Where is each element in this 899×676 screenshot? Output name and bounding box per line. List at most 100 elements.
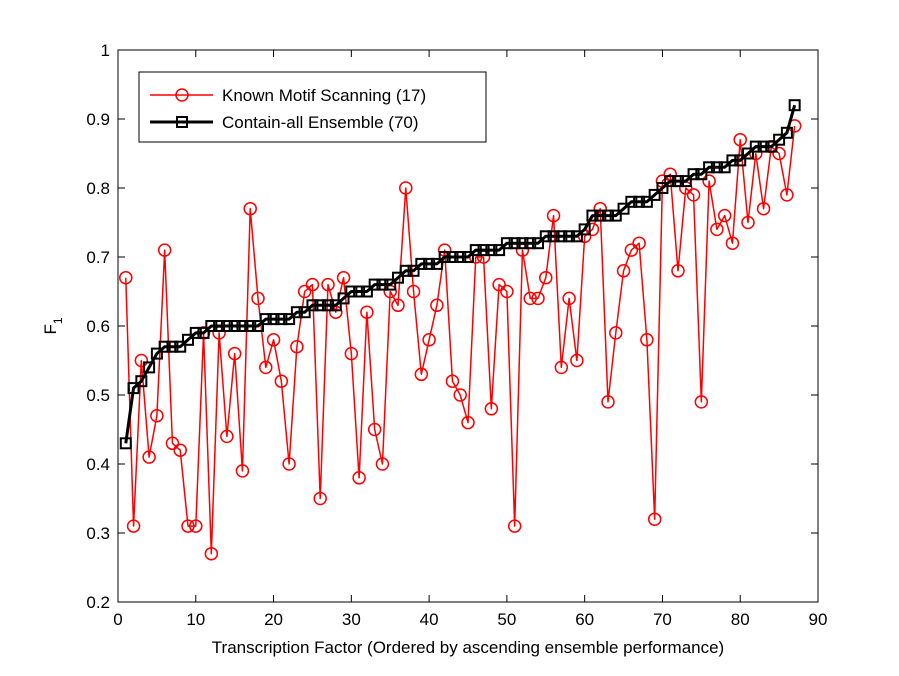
ensemble-point-75 — [695, 168, 708, 181]
ensemble-point-39 — [415, 257, 428, 270]
known-motif-point-77 — [710, 222, 724, 237]
ensemble-point-77 — [710, 161, 723, 174]
known-motif-point-58 — [562, 291, 576, 306]
legend-box — [138, 71, 487, 143]
ensemble-point-78 — [718, 161, 731, 174]
ensemble-point-56 — [547, 230, 560, 243]
y-tick-label-0.2: 0.2 — [86, 593, 110, 612]
ensemble-point-63 — [602, 209, 614, 222]
ensemble-point-2 — [127, 382, 140, 395]
known-motif-point-54 — [531, 291, 545, 306]
known-motif-point-15 — [227, 346, 242, 361]
ensemble-point-5 — [150, 347, 163, 360]
known-motif-point-16 — [235, 464, 250, 478]
ensemble-point-62 — [594, 209, 607, 222]
known-motif-point-14 — [220, 429, 234, 444]
y-tick-label-0.6: 0.6 — [86, 317, 110, 336]
known-motif-point-21 — [274, 374, 289, 388]
known-motif-point-1 — [119, 270, 133, 285]
tick-layer: 0 10 20 30 40 50 60 70 80 90 0.2 0.3 0.4 0.5 0.6 0.7 0.8… — [86, 41, 827, 629]
x-tick-label-40: 40 — [420, 610, 439, 629]
ensemble-point-40 — [423, 257, 436, 270]
y-tick-label-0.4: 0.4 — [86, 455, 110, 474]
y-tick-label-0.9: 0.9 — [86, 110, 110, 129]
ensemble-point-68 — [640, 195, 653, 208]
ensemble-point-42 — [438, 251, 451, 263]
legend: Known Motif Scanning (17) Contain-all En… — [138, 71, 487, 143]
known-motif-point-39 — [414, 367, 429, 382]
ensemble-point-65 — [617, 202, 630, 215]
known-motif-point-40 — [422, 333, 436, 347]
known-motif-point-86 — [780, 188, 794, 202]
known-motif-point-32 — [360, 305, 374, 319]
known-motif-point-80 — [733, 132, 747, 147]
ensemble-point-46 — [469, 244, 482, 257]
known-motif-point-75 — [694, 395, 709, 409]
ensemble-point-74 — [687, 168, 700, 181]
ensemble-point-36 — [392, 271, 404, 284]
known-motif-point-36 — [391, 298, 405, 313]
known-motif-point-20 — [266, 333, 281, 347]
ensemble-point-31 — [353, 285, 366, 298]
ensemble-point-9 — [182, 333, 194, 346]
known-motif-point-2 — [126, 519, 141, 533]
ensemble-point-20 — [267, 313, 280, 326]
ensemble-point-85 — [773, 133, 786, 146]
ensemble-point-82 — [749, 140, 762, 153]
known-motif-point-49 — [492, 277, 506, 292]
ensemble-point-72 — [672, 175, 684, 188]
ensemble-point-57 — [555, 230, 568, 243]
ensemble-point-4 — [143, 361, 156, 374]
y-tick-label-0.5: 0.5 — [86, 386, 110, 405]
known-motif-point-7 — [165, 436, 180, 451]
known-motif-point-17 — [243, 201, 257, 216]
ensemble-point-61 — [586, 209, 599, 222]
known-motif-point-81 — [741, 215, 755, 230]
known-motif-point-57 — [554, 360, 569, 375]
ensemble-point-49 — [493, 244, 506, 257]
y-axis-label-main: F — [41, 324, 60, 334]
known-motif-point-61 — [585, 222, 600, 237]
ensemble-point-1 — [119, 437, 132, 450]
x-tick-label-80: 80 — [731, 610, 750, 629]
known-motif-point-68 — [640, 333, 654, 347]
series-ensemble — [119, 99, 801, 450]
legend-label-known-motif: Known Motif Scanning (17) — [222, 86, 426, 105]
known-motif-point-30 — [344, 346, 359, 361]
known-motif-point-85 — [772, 146, 786, 161]
known-motif-point-37 — [399, 181, 413, 195]
known-motif-point-56 — [546, 208, 561, 223]
ensemble-point-38 — [407, 264, 420, 277]
known-motif-point-44 — [453, 388, 467, 402]
known-motif-point-72 — [671, 264, 685, 278]
known-motif-point-18 — [251, 291, 265, 306]
ensemble-point-64 — [609, 209, 622, 222]
ensemble-point-25 — [306, 299, 319, 312]
ensemble-point-6 — [158, 340, 171, 353]
ensemble-point-26 — [314, 299, 327, 312]
legend-label-ensemble: Contain-all Ensemble (70) — [222, 113, 419, 132]
ensemble-point-69 — [648, 188, 661, 201]
series-known-motif — [119, 119, 802, 561]
legend-marker-known-motif — [175, 88, 189, 102]
y-axis-label: F1 — [41, 317, 65, 334]
ensemble-point-14 — [220, 320, 233, 332]
known-motif-point-19 — [259, 360, 273, 375]
y-tick-label-0.8: 0.8 — [86, 179, 110, 198]
known-motif-point-53 — [523, 291, 537, 306]
known-motif-point-26 — [313, 491, 327, 506]
ensemble-point-32 — [360, 285, 373, 298]
ensemble-point-10 — [189, 326, 202, 339]
ensemble-point-17 — [244, 320, 257, 332]
ensemble-point-30 — [345, 285, 358, 298]
known-motif-point-55 — [539, 270, 553, 285]
ensemble-point-87 — [788, 99, 801, 112]
series-layer — [119, 99, 802, 561]
known-motif-point-29 — [336, 270, 351, 285]
known-motif-point-43 — [445, 374, 460, 388]
ensemble-point-18 — [252, 320, 264, 332]
known-motif-point-5 — [150, 408, 164, 423]
ensemble-point-71 — [664, 175, 677, 188]
known-motif-point-63 — [601, 395, 615, 409]
x-tick-label-70: 70 — [653, 610, 672, 629]
